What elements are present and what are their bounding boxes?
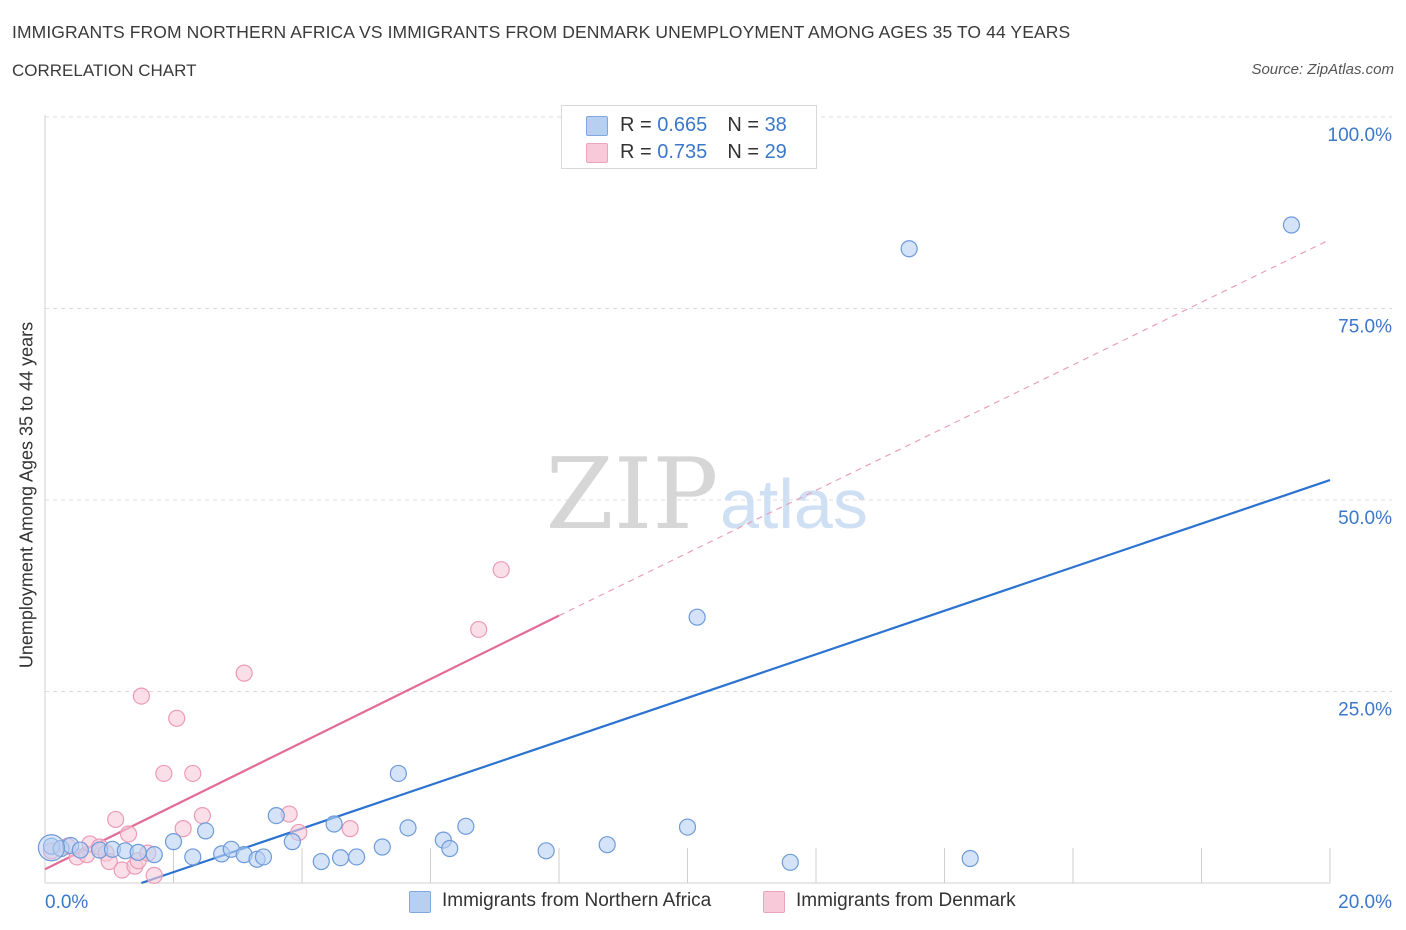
watermark-zip: ZIP xyxy=(546,438,719,552)
point-denmark xyxy=(184,764,202,783)
point-northern-africa xyxy=(71,841,89,859)
y-tick-label: 25.0% xyxy=(1338,700,1392,721)
point-denmark xyxy=(193,806,212,825)
data-points xyxy=(37,216,1301,884)
source-label: Source: ZipAtlas.com xyxy=(1251,61,1394,78)
blue-swatch xyxy=(409,891,431,913)
legend-stats: R = 0.735 N = 29 xyxy=(620,141,787,164)
point-northern-africa xyxy=(145,846,163,864)
r-value: 0.665 xyxy=(657,114,708,136)
point-northern-africa xyxy=(283,833,301,851)
y-tick-label: 50.0% xyxy=(1338,508,1392,529)
point-northern-africa xyxy=(1282,216,1301,234)
watermark-atlas: atlas xyxy=(720,465,868,543)
legend-stats: R = 0.665 N = 38 xyxy=(620,114,787,137)
y-axis-label: Unemployment Among Ages 35 to 44 years xyxy=(16,321,37,669)
point-denmark xyxy=(492,561,510,579)
y-tick-label: 75.0% xyxy=(1338,317,1392,338)
x-tick-label: 0.0% xyxy=(45,892,88,913)
watermark: ZIP atlas xyxy=(546,438,868,552)
point-northern-africa xyxy=(325,815,343,833)
pink-swatch xyxy=(586,143,608,163)
point-northern-africa xyxy=(598,836,616,854)
point-northern-africa xyxy=(678,818,697,836)
point-denmark xyxy=(107,810,125,829)
point-northern-africa xyxy=(164,833,183,851)
point-northern-africa xyxy=(961,849,979,868)
point-denmark xyxy=(341,820,359,838)
point-denmark xyxy=(235,664,253,682)
n-value: 38 xyxy=(764,114,787,136)
point-northern-africa xyxy=(312,852,330,871)
point-northern-africa xyxy=(781,853,799,871)
trend-lines xyxy=(44,239,1331,885)
x-tick-label: 20.0% xyxy=(1338,892,1392,913)
chart-title: IMMIGRANTS FROM NORTHERN AFRICA VS IMMIG… xyxy=(12,22,1071,42)
chart-subtitle: CORRELATION CHART xyxy=(12,61,197,80)
r-label: R = xyxy=(620,141,658,163)
point-denmark xyxy=(470,620,488,639)
point-northern-africa xyxy=(537,842,555,860)
blue-swatch xyxy=(586,116,608,136)
trend-line-denmark-extension xyxy=(558,239,1331,617)
point-denmark xyxy=(145,866,163,884)
r-value: 0.735 xyxy=(657,141,708,163)
point-northern-africa xyxy=(348,848,366,866)
n-label: N = xyxy=(727,114,765,136)
point-denmark xyxy=(132,687,150,705)
r-label: R = xyxy=(620,114,658,136)
point-northern-africa xyxy=(389,764,407,783)
n-value: 29 xyxy=(764,141,787,163)
point-denmark xyxy=(119,825,138,843)
tick-labels: 25.0% 50.0% 75.0% 100.0% 0.0% 20.0% xyxy=(45,125,1392,913)
n-label: N = xyxy=(727,141,765,163)
point-cluster-origin xyxy=(37,834,66,862)
axes-layer xyxy=(44,115,1331,884)
legend-label: Immigrants from Denmark xyxy=(796,890,1016,911)
point-denmark xyxy=(155,764,173,783)
point-northern-africa xyxy=(900,240,918,258)
trend-line-northern-africa xyxy=(141,479,1331,885)
point-northern-africa xyxy=(331,849,350,867)
y-tick-label: 100.0% xyxy=(1328,125,1393,146)
point-northern-africa xyxy=(184,848,202,866)
grid-layer xyxy=(45,116,1392,692)
point-northern-africa xyxy=(129,843,147,861)
point-northern-africa xyxy=(373,838,391,856)
point-denmark xyxy=(168,709,186,727)
point-northern-africa xyxy=(254,848,273,866)
point-northern-africa xyxy=(197,822,215,840)
point-northern-africa xyxy=(399,819,417,837)
point-northern-africa xyxy=(441,839,459,858)
correlation-legend: R = 0.665 N = 38 R = 0.735 N = 29 xyxy=(561,105,817,169)
point-northern-africa xyxy=(688,608,706,626)
point-northern-africa xyxy=(267,806,285,825)
pink-swatch xyxy=(763,891,785,913)
point-denmark xyxy=(174,820,192,838)
legend-label: Immigrants from Northern Africa xyxy=(442,890,712,911)
point-northern-africa xyxy=(457,817,475,835)
